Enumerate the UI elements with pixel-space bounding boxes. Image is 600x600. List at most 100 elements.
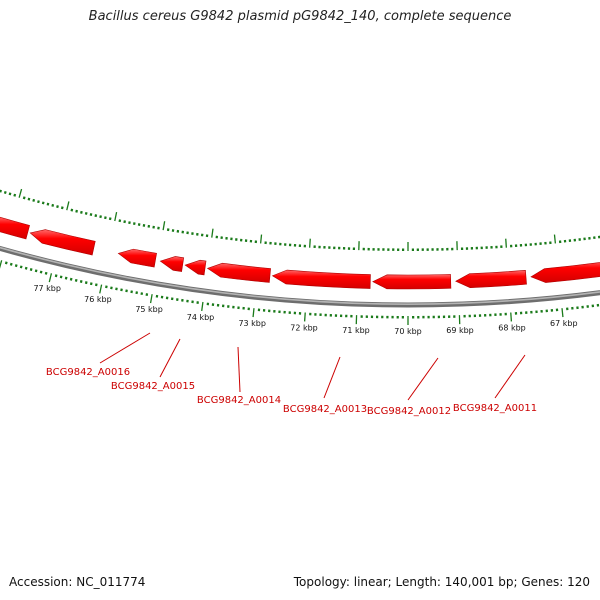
minor-tick xyxy=(14,264,18,268)
scale-label: 69 kbp xyxy=(446,326,474,335)
scale-label: 75 kbp xyxy=(135,305,163,314)
major-tick xyxy=(48,273,53,283)
minor-tick xyxy=(4,261,8,265)
major-tick xyxy=(18,188,23,198)
major-tick xyxy=(303,312,306,322)
accession-text: Accession: NC_011774 xyxy=(9,575,146,589)
minor-tick xyxy=(64,276,68,280)
major-tick xyxy=(66,201,70,211)
minor-tick xyxy=(3,190,7,194)
minor-tick xyxy=(32,198,36,202)
gene-labels: BCG9842_A0016BCG9842_A0015BCG9842_A0014B… xyxy=(46,367,537,417)
gene-leader-line xyxy=(237,346,241,393)
gene-arrow[interactable] xyxy=(117,248,157,268)
major-tick xyxy=(201,301,204,312)
minor-tick xyxy=(59,275,63,279)
gene-label[interactable]: BCG9842_A0011 xyxy=(453,403,537,414)
minor-tick xyxy=(70,208,74,212)
minor-tick xyxy=(22,196,26,200)
minor-tick xyxy=(19,265,23,269)
major-tick xyxy=(99,284,103,294)
minor-tick xyxy=(75,209,78,213)
minor-tick xyxy=(39,270,43,274)
scale-label: 72 kbp xyxy=(290,324,318,333)
major-tick xyxy=(0,260,3,269)
major-tick xyxy=(259,234,263,244)
gene-label-leaders xyxy=(99,332,526,401)
minor-tick xyxy=(84,211,88,215)
gene-arrow[interactable] xyxy=(271,269,371,289)
gene-arrow[interactable] xyxy=(159,256,185,272)
minor-tick xyxy=(118,219,122,223)
major-tick xyxy=(162,221,166,231)
scale-label: 73 kbp xyxy=(238,319,266,328)
scale-label: 67 kbp xyxy=(550,319,578,328)
scale-label: 77 kbp xyxy=(33,284,61,293)
gene-leader-line xyxy=(159,338,181,378)
minor-tick xyxy=(108,217,112,221)
major-tick xyxy=(114,212,118,222)
major-tick xyxy=(309,238,311,248)
minor-tick xyxy=(37,200,40,204)
scale-label: 71 kbp xyxy=(342,326,370,335)
gene-label[interactable]: BCG9842_A0016 xyxy=(46,367,130,378)
minor-tick xyxy=(13,193,17,197)
summary-text: Topology: linear; Length: 140,001 bp; Ge… xyxy=(293,575,590,589)
outer-scale-ticks xyxy=(0,260,600,325)
minor-tick xyxy=(80,210,83,214)
minor-tick xyxy=(24,266,28,270)
gene-arrow[interactable] xyxy=(530,260,600,283)
minor-tick xyxy=(89,282,93,286)
gene-arrow[interactable] xyxy=(455,269,527,289)
minor-tick xyxy=(44,271,48,275)
minor-tick xyxy=(99,215,102,219)
minor-tick xyxy=(69,277,73,281)
minor-tick xyxy=(105,285,108,289)
plasmid-backbone xyxy=(0,245,600,308)
major-tick xyxy=(561,308,564,318)
major-tick xyxy=(252,308,255,318)
minor-tick xyxy=(29,268,33,272)
scale-label: 76 kbp xyxy=(84,295,112,304)
scale-label: 74 kbp xyxy=(187,313,215,322)
gene-leader-line xyxy=(494,354,526,399)
gene-label[interactable]: BCG9842_A0012 xyxy=(367,406,451,417)
major-tick xyxy=(211,228,214,238)
minor-tick xyxy=(51,203,55,207)
minor-tick xyxy=(89,213,93,217)
gene-track xyxy=(0,216,600,290)
minor-tick xyxy=(74,278,78,282)
minor-tick xyxy=(60,206,64,210)
backbone-highlight xyxy=(0,246,600,305)
gene-arrow[interactable] xyxy=(206,262,271,283)
major-tick xyxy=(510,312,513,322)
inner-scale-ticks xyxy=(0,188,600,251)
scale-label: 70 kbp xyxy=(394,327,422,336)
gene-leader-line xyxy=(407,357,439,401)
minor-tick xyxy=(84,281,88,285)
gene-label[interactable]: BCG9842_A0014 xyxy=(197,395,281,406)
minor-tick xyxy=(104,216,107,220)
minor-tick xyxy=(54,274,58,278)
gene-arrow[interactable] xyxy=(29,229,96,256)
minor-tick xyxy=(0,189,2,193)
scale-label: 68 kbp xyxy=(498,324,526,333)
gene-arrow[interactable] xyxy=(372,274,452,290)
gene-leader-line xyxy=(99,332,151,364)
gene-leader-line xyxy=(323,356,341,399)
gene-label[interactable]: BCG9842_A0015 xyxy=(111,381,195,392)
gene-arrow[interactable] xyxy=(0,216,30,240)
major-tick xyxy=(505,238,507,248)
minor-tick xyxy=(27,197,31,201)
minor-tick xyxy=(79,280,83,283)
minor-tick xyxy=(94,214,98,218)
minor-tick xyxy=(41,201,45,205)
major-tick xyxy=(553,234,557,244)
minor-tick xyxy=(46,202,50,206)
minor-tick xyxy=(94,283,98,287)
gene-arrow[interactable] xyxy=(184,259,207,276)
minor-tick xyxy=(56,205,59,209)
gene-label[interactable]: BCG9842_A0013 xyxy=(283,404,367,415)
minor-tick xyxy=(34,269,38,273)
